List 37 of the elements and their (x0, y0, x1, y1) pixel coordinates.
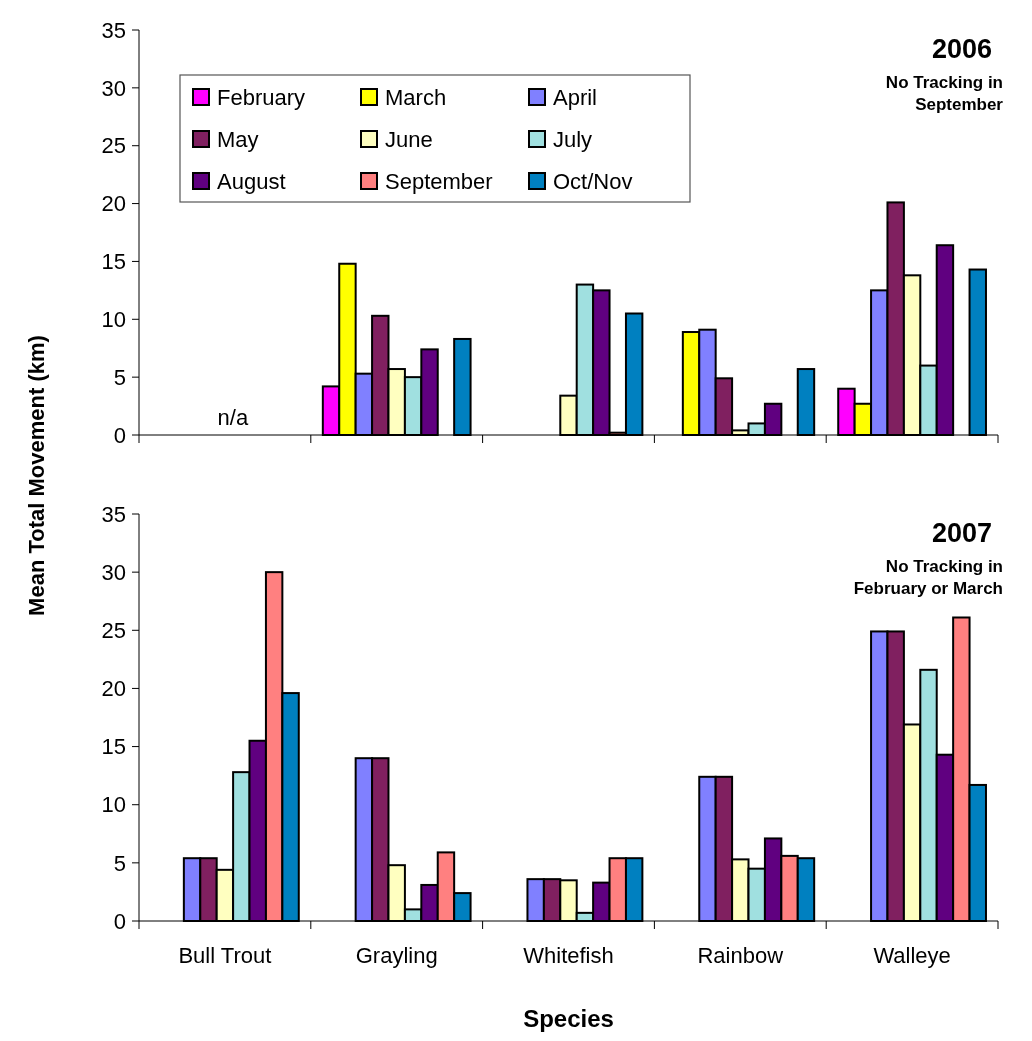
chart-title: 2006 (931, 34, 992, 64)
text: No Tracking in February or March (853, 557, 1003, 598)
y-tick-label: 10 (101, 306, 126, 332)
y-tick-label: 25 (101, 133, 126, 159)
legend-label: May (217, 126, 259, 152)
y-tick-label: 30 (101, 75, 126, 101)
x-tick-label: Bull Trout (178, 943, 272, 968)
y-tick-label: 5 (113, 364, 126, 390)
x-tick-label: Grayling (355, 943, 438, 968)
text: No Tracking in September (885, 73, 1004, 114)
y-tick-label: 15 (101, 734, 126, 760)
y-tick-label: 35 (101, 17, 126, 43)
x-tick-label: Whitefish (523, 943, 614, 968)
x-tick-label: Rainbow (697, 943, 784, 968)
y-tick-label: 5 (113, 850, 126, 876)
y-tick-label: 20 (101, 676, 126, 702)
legend-label: April (553, 84, 598, 110)
y-tick-label: 10 (101, 792, 126, 818)
legend-label: March (385, 84, 447, 110)
legend-label: July (553, 126, 593, 152)
legend-label: August (217, 168, 286, 194)
annotation: n/a (217, 405, 249, 430)
chart-title: 2007 (931, 518, 992, 548)
legend-label: Oct/Nov (553, 168, 633, 194)
y-tick-label: 0 (113, 908, 126, 934)
y-axis-title: Mean Total Movement (km) (24, 335, 49, 616)
x-tick-label: Walleye (873, 943, 951, 968)
y-tick-label: 15 (101, 249, 126, 275)
y-tick-label: 30 (101, 559, 126, 585)
legend-label: September (385, 168, 493, 194)
x-axis-title: Species (523, 1005, 614, 1032)
y-tick-label: 0 (113, 422, 126, 448)
legend-label: February (217, 84, 306, 110)
y-tick-label: 25 (101, 617, 126, 643)
y-tick-label: 35 (101, 501, 126, 527)
legend-label: June (385, 126, 433, 152)
y-tick-label: 20 (101, 191, 126, 217)
